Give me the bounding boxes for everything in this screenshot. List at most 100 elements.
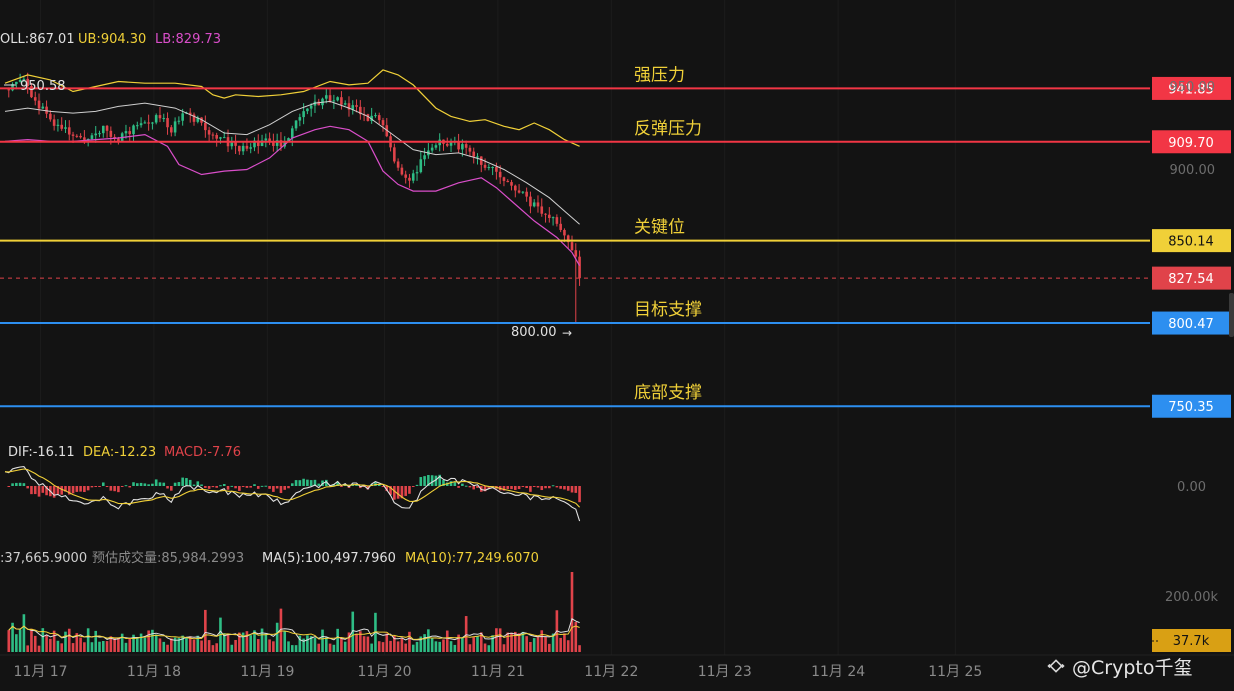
volume-bar xyxy=(366,636,370,652)
candle-body xyxy=(264,138,268,141)
candle-body xyxy=(268,138,271,142)
candle-body xyxy=(30,86,33,98)
level-price-label: 750.35 xyxy=(1168,400,1214,415)
volume-bar xyxy=(83,642,86,652)
volume-bar xyxy=(498,628,502,652)
candle-body xyxy=(41,106,45,109)
price-level-support-4[interactable]: 800.47 目标支撑 xyxy=(0,300,1231,335)
candle-body xyxy=(139,123,143,126)
volume-bar xyxy=(196,635,200,652)
candle-body xyxy=(33,97,37,101)
macd-bar xyxy=(18,482,22,486)
level-name-label: 关键位 xyxy=(634,218,685,238)
macd-bar xyxy=(514,486,517,490)
candle-body xyxy=(188,112,192,115)
candle-body xyxy=(215,134,218,139)
candle-body xyxy=(434,145,438,148)
macd-bar xyxy=(22,483,26,486)
price-level-support-5[interactable]: 750.35 底部支撑 xyxy=(0,383,1231,418)
macd-bar xyxy=(241,486,245,487)
macd-bar xyxy=(136,483,139,486)
scroll-handle[interactable] xyxy=(1229,293,1234,337)
price-level-resistance-1[interactable]: 909.70 反弹压力 xyxy=(0,119,1231,154)
macd-bar xyxy=(249,486,252,488)
macd-bar xyxy=(423,476,426,486)
macd-bar xyxy=(37,486,41,497)
candle-body xyxy=(287,138,290,142)
candle-body xyxy=(555,217,559,224)
macd-bar xyxy=(449,481,453,486)
price-level-key-2[interactable]: 850.14 关键位 xyxy=(0,218,1231,253)
candle-body xyxy=(479,156,483,165)
price-tick-900: 900.00 xyxy=(1170,163,1216,178)
candle-body xyxy=(253,140,256,148)
volume-bar xyxy=(457,634,460,652)
macd-bar xyxy=(154,479,158,486)
candle-body xyxy=(506,180,510,183)
volume-bar xyxy=(181,635,184,652)
volume-bar xyxy=(173,637,177,652)
macd-bar xyxy=(230,485,234,487)
macd-bar xyxy=(551,485,555,487)
high-marker: 950.58 xyxy=(4,79,66,94)
volume-bar xyxy=(260,628,264,652)
volume-bar xyxy=(529,641,532,652)
macd-bar xyxy=(238,486,241,491)
volume-bar xyxy=(234,639,237,652)
candle-body xyxy=(128,131,132,135)
candle-body xyxy=(498,171,502,178)
grid xyxy=(40,0,956,655)
volume-bar xyxy=(396,641,400,652)
macd-bar xyxy=(400,486,404,499)
macd-bar xyxy=(132,482,135,486)
volume-bar xyxy=(177,638,181,652)
volume-bar xyxy=(445,630,449,652)
macd-bar xyxy=(117,486,120,493)
candle-body xyxy=(230,141,234,147)
level-price-label: 909.70 xyxy=(1168,136,1214,151)
macd-dif-line xyxy=(4,466,581,522)
candle-body xyxy=(502,177,506,181)
price-level-current-3[interactable]: 827.54 xyxy=(0,266,1231,290)
candle-body xyxy=(279,140,283,147)
price-level-resistance-0[interactable]: 941.85 强压力 xyxy=(0,65,1231,100)
candle-body xyxy=(559,223,562,230)
time-axis: 11月 17 11月 18 11月 19 11月 20 11月 21 11月 22 11月 … xyxy=(0,654,1234,680)
volume-bar xyxy=(570,572,574,652)
macd-bar xyxy=(170,486,173,491)
volume-bar xyxy=(272,641,275,652)
candle-body xyxy=(540,206,544,214)
volume-bar xyxy=(317,643,321,652)
volume-bar xyxy=(340,638,343,652)
macd-bar xyxy=(453,482,457,486)
volume-bars xyxy=(7,572,581,652)
volume-bar xyxy=(540,630,544,652)
macd-bar xyxy=(90,486,94,488)
volume-bar xyxy=(67,628,71,652)
candle-body xyxy=(544,213,547,215)
candle-body xyxy=(393,147,396,162)
volume-bar xyxy=(521,631,525,652)
volume-bar xyxy=(33,635,37,652)
volume-bar xyxy=(438,641,441,652)
candle-body xyxy=(166,118,169,128)
arrow-right-icon: → xyxy=(562,326,572,340)
candle-body xyxy=(328,95,332,102)
candle-body xyxy=(60,124,63,129)
macd-bar xyxy=(502,486,506,491)
macd-bar xyxy=(283,486,287,490)
macd-bar xyxy=(393,486,396,500)
volume-bar xyxy=(200,640,203,652)
volume-bar xyxy=(279,608,283,652)
macd-bar xyxy=(41,486,45,493)
volume-bar xyxy=(400,637,404,652)
volume-bar xyxy=(109,636,113,652)
volume-bar xyxy=(502,644,506,652)
volume-bar xyxy=(128,638,132,652)
volume-bar xyxy=(385,633,389,652)
level-price-badge xyxy=(1152,130,1231,154)
x-axis-label: 11月 20 xyxy=(357,664,411,680)
macd-bar xyxy=(476,486,479,488)
volume-bar xyxy=(211,645,215,652)
macd-bar xyxy=(86,486,90,491)
